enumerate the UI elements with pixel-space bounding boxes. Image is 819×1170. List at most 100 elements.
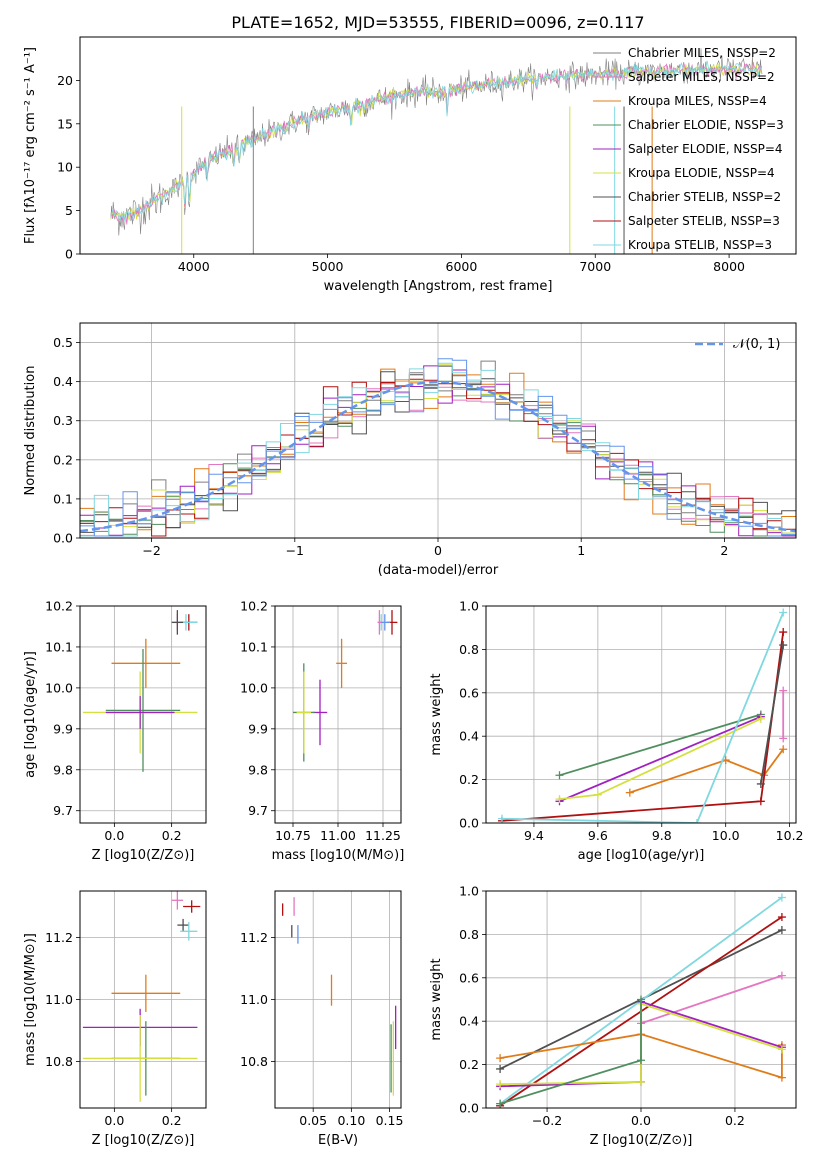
y-tick-label: 10.1 xyxy=(240,639,268,654)
x-tick-label: 9.4 xyxy=(524,828,544,843)
plot-area xyxy=(496,893,786,1108)
y-tick-label: 0.6 xyxy=(459,970,479,985)
mass-weight-marker xyxy=(593,790,602,799)
legend-entry: Kroupa ELODIE, NSSP=4 xyxy=(628,166,775,180)
y-tick-label: 0.4 xyxy=(459,729,479,744)
legend-entry: Salpeter ELODIE, NSSP=4 xyxy=(628,142,783,156)
y-tick-label: 0.0 xyxy=(459,1101,479,1116)
y-tick-label: 0.0 xyxy=(459,816,479,831)
x-axis-label: mass [log10(M/M⊙)] xyxy=(272,848,405,863)
y-tick-label: 9.8 xyxy=(248,762,268,777)
plot-area xyxy=(497,608,788,823)
axes-frame xyxy=(274,605,402,824)
y-tick-label: 0 xyxy=(65,247,73,262)
x-axis-label: (data-model)/error xyxy=(378,563,499,578)
spectrum-panel: 4000 5000 6000 7000 8000 0 5 10 15 20 wavelength [… xyxy=(23,36,797,294)
x-tick-label: 0.10 xyxy=(337,1113,365,1128)
x-axis-label: Z [log10(Z/Z⊙)] xyxy=(92,1133,195,1148)
plot-area xyxy=(82,891,201,1102)
y-tick-label: 20 xyxy=(57,73,73,88)
mass-weight-series-line xyxy=(501,631,785,822)
x-tick-label: 0.15 xyxy=(376,1113,404,1128)
y-tick-label: 9.7 xyxy=(53,803,73,818)
y-tick-label: 11.2 xyxy=(45,930,73,945)
mass-weight-marker xyxy=(756,779,765,788)
mass-weight-marker xyxy=(625,788,634,797)
y-tick-label: 0.4 xyxy=(459,1014,479,1029)
y-tick-label: 10.8 xyxy=(45,1054,73,1069)
y-tick-label: 11.0 xyxy=(240,992,268,1007)
axes-frame xyxy=(79,890,207,1109)
plot-area xyxy=(82,610,198,772)
x-tick-label: 10.2 xyxy=(776,828,804,843)
residual-histogram-step xyxy=(80,358,796,537)
mass-weight-series-line xyxy=(640,974,783,1025)
y-tick-label: 0.5 xyxy=(53,335,73,350)
y-axis-label: mass weight xyxy=(429,958,444,1040)
x-tick-label: 0.0 xyxy=(104,1113,124,1128)
mass-weight-marker xyxy=(756,797,765,806)
mass-vs-ebv-panel: 0.05 0.10 0.15 10.8 11.0 11.2 E(B-V) xyxy=(240,890,404,1148)
mass-weight-marker xyxy=(779,745,788,754)
massweight-vs-age-panel: 9.4 9.6 9.8 10.0 10.2 0.0 0.2 0.4 0.6 0.8 1.0 age [… xyxy=(429,599,804,864)
x-axis-label: wavelength [Angstrom, rest frame] xyxy=(324,279,553,294)
mass-weight-marker xyxy=(496,1099,505,1108)
legend-entry: Kroupa STELIB, NSSP=3 xyxy=(628,238,772,252)
y-tick-label: 10.8 xyxy=(240,1054,268,1069)
mass-weight-marker xyxy=(777,1045,786,1054)
legend-entry: Chabrier STELIB, NSSP=2 xyxy=(628,190,781,204)
axes-frame xyxy=(485,605,797,824)
mass-weight-marker xyxy=(496,1064,505,1073)
legend-entry: 𝒩(0, 1) xyxy=(733,337,780,352)
mass-weight-marker xyxy=(756,714,765,723)
mass-weight-series-line xyxy=(759,644,785,785)
y-tick-label: 9.8 xyxy=(53,762,73,777)
x-tick-label: 11.25 xyxy=(365,828,401,843)
x-tick-label: −2 xyxy=(142,543,160,558)
y-tick-label: 9.7 xyxy=(248,803,268,818)
mass-weight-series-line xyxy=(559,715,762,803)
y-axis-label: age [log10(age/yr)] xyxy=(23,651,38,778)
y-tick-label: 11.0 xyxy=(45,992,73,1007)
x-tick-label: 6000 xyxy=(446,259,478,274)
legend-entry: Salpeter STELIB, NSSP=3 xyxy=(628,214,780,228)
x-tick-label: 0.0 xyxy=(631,1113,651,1128)
legend-entry: Chabrier ELODIE, NSSP=3 xyxy=(628,118,784,132)
model-spectrum-line xyxy=(110,62,763,225)
y-axis-label: mass [log10(M/M⊙)] xyxy=(23,933,38,1066)
y-tick-label: 0.0 xyxy=(53,531,73,546)
x-tick-label: 4000 xyxy=(178,259,210,274)
y-tick-label: 9.9 xyxy=(248,721,268,736)
y-tick-label: 0.8 xyxy=(459,642,479,657)
x-tick-label: 0.2 xyxy=(725,1113,745,1128)
mass-weight-marker xyxy=(637,995,645,1004)
x-tick-label: 0.05 xyxy=(299,1113,327,1128)
massweight-vs-metallicity-panel: −0.2 0.0 0.2 0.0 0.2 0.4 0.6 0.8 1.0 Z [log10(Z/Z… xyxy=(429,884,797,1148)
y-axis-label: Flux [fλ10⁻¹⁷ erg cm⁻² s⁻¹ A⁻¹] xyxy=(23,47,38,244)
y-tick-label: 11.2 xyxy=(240,930,268,945)
mass-weight-marker xyxy=(777,971,786,980)
mass-weight-marker xyxy=(496,1080,505,1089)
plot-area xyxy=(281,897,397,1096)
y-tick-label: 0.8 xyxy=(459,927,479,942)
x-tick-label: 7000 xyxy=(579,259,611,274)
plot-area xyxy=(293,610,398,762)
x-axis-label: Z [log10(Z/Z⊙)] xyxy=(590,1133,693,1148)
legend-entry: Chabrier MILES, NSSP=2 xyxy=(628,46,776,60)
mass-weight-marker xyxy=(692,819,701,823)
legend-entry: Salpeter MILES, NSSP=2 xyxy=(628,70,775,84)
mass-vs-metallicity-panel: 0.0 0.2 10.8 11.0 11.2 Z [log10(Z/Z⊙)] mass [l… xyxy=(23,890,207,1148)
mass-weight-marker xyxy=(555,795,564,804)
mass-weight-marker xyxy=(777,913,786,922)
mass-weight-marker xyxy=(779,734,788,743)
mass-weight-marker xyxy=(779,608,788,617)
x-axis-label: Z [log10(Z/Z⊙)] xyxy=(92,848,195,863)
x-tick-label: 1 xyxy=(577,543,585,558)
y-tick-label: 0.6 xyxy=(459,685,479,700)
axes-frame xyxy=(274,890,402,1109)
x-tick-label: 0.2 xyxy=(162,1113,182,1128)
y-tick-label: 1.0 xyxy=(459,884,479,899)
y-tick-label: 0.2 xyxy=(459,772,479,787)
mass-weight-marker xyxy=(496,1054,505,1063)
